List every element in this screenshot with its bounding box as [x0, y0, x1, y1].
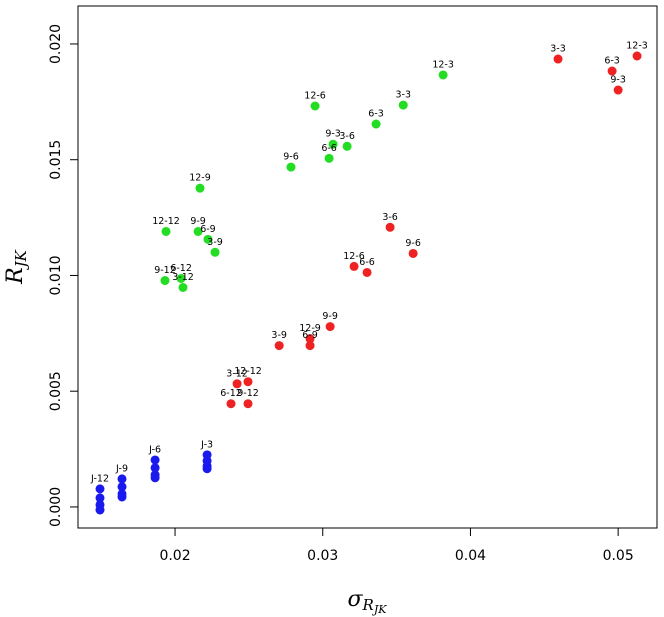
point: [398, 100, 408, 110]
point-label: 12-12: [234, 366, 262, 377]
x-tick-label: 0.05: [603, 548, 634, 564]
point: [232, 379, 242, 389]
x-tick-label: 0.04: [455, 548, 486, 564]
point-label: 12-9: [299, 323, 321, 334]
point: [95, 484, 105, 494]
point-label: 3-6: [382, 212, 398, 223]
point-label: 9-9: [190, 216, 206, 227]
point-label: 12-12: [152, 216, 180, 227]
y-tick-label: 0.000: [48, 487, 64, 527]
point: [607, 66, 617, 76]
point: [632, 51, 642, 61]
point: [342, 141, 352, 151]
x-label-base: σ: [348, 587, 364, 612]
point: [95, 505, 105, 515]
point: [305, 341, 315, 351]
point: [553, 54, 563, 64]
point: [325, 322, 335, 332]
point: [226, 399, 236, 409]
x-label-sub: R: [362, 596, 374, 614]
point-label: 3-6: [339, 131, 355, 142]
point-label: 9-12: [154, 265, 176, 276]
point: [117, 492, 127, 502]
point: [150, 473, 160, 483]
point-label: 6-12: [220, 388, 242, 399]
point-label: 6-6: [321, 143, 337, 154]
point-label: 3-3: [550, 44, 566, 55]
point: [438, 70, 448, 80]
point: [243, 377, 253, 387]
point-label: 12-9: [189, 173, 211, 184]
y-label-sub: JK: [12, 249, 30, 270]
point: [613, 85, 623, 95]
point: [160, 276, 170, 286]
point: [161, 226, 171, 236]
point: [349, 261, 359, 271]
point: [385, 222, 395, 232]
point-label: 9-9: [322, 311, 338, 322]
point: [310, 101, 320, 111]
point: [193, 226, 203, 236]
point-label: J-3: [200, 439, 213, 450]
point-label: 9-3: [325, 129, 341, 140]
point-label: 3-12: [172, 272, 194, 283]
point: [117, 474, 127, 484]
x-label-subsub: JK: [372, 603, 387, 616]
point: [195, 183, 205, 193]
point-label: 3-3: [395, 90, 411, 101]
point-label: 9-6: [283, 152, 299, 163]
point-label: 12-3: [626, 41, 648, 52]
point: [202, 464, 212, 474]
point: [210, 247, 220, 257]
point-label: 12-3: [432, 59, 454, 70]
point: [328, 139, 338, 149]
y-tick-label: 0.020: [48, 24, 64, 64]
point: [178, 282, 188, 292]
point: [274, 341, 284, 351]
x-axis-label: σRJK: [348, 587, 388, 616]
point-label: 6-3: [368, 109, 384, 120]
point: [408, 248, 418, 258]
point: [203, 234, 213, 244]
point: [324, 153, 334, 163]
y-tick-label: 0.005: [48, 371, 64, 411]
y-label-base: R: [3, 267, 28, 285]
point-label: J-6: [148, 444, 161, 455]
point: [176, 273, 186, 283]
point: [362, 267, 372, 277]
point-label: 6-12: [170, 263, 192, 274]
plot-frame: [77, 5, 658, 529]
point-label: 3-9: [207, 237, 223, 248]
point-label: 6-9: [302, 330, 318, 341]
point: [150, 455, 160, 465]
point: [95, 493, 105, 503]
point: [305, 334, 315, 344]
point-label: 3-9: [271, 330, 287, 341]
point-label: 3-12: [226, 368, 248, 379]
point: [243, 399, 253, 409]
x-tick-label: 0.03: [307, 548, 338, 564]
point-label: J-9: [115, 463, 128, 474]
y-axis-label: RJK: [3, 249, 30, 285]
point-label: 12-6: [343, 251, 365, 262]
point-label: 9-6: [405, 238, 421, 249]
x-tick-label: 0.02: [159, 548, 190, 564]
point-label: 9-12: [237, 388, 259, 399]
point-label: 6-3: [604, 56, 620, 67]
point-label: 6-6: [359, 257, 375, 268]
point: [117, 482, 127, 492]
point-label: 9-3: [610, 75, 626, 86]
point: [371, 119, 381, 129]
point-label: 12-6: [304, 91, 326, 102]
point-label: J-12: [90, 473, 109, 484]
point: [286, 162, 296, 172]
point: [150, 463, 160, 473]
point-label: 6-9: [200, 224, 216, 235]
y-tick-label: 0.010: [48, 255, 64, 295]
y-tick-label: 0.015: [48, 140, 64, 180]
